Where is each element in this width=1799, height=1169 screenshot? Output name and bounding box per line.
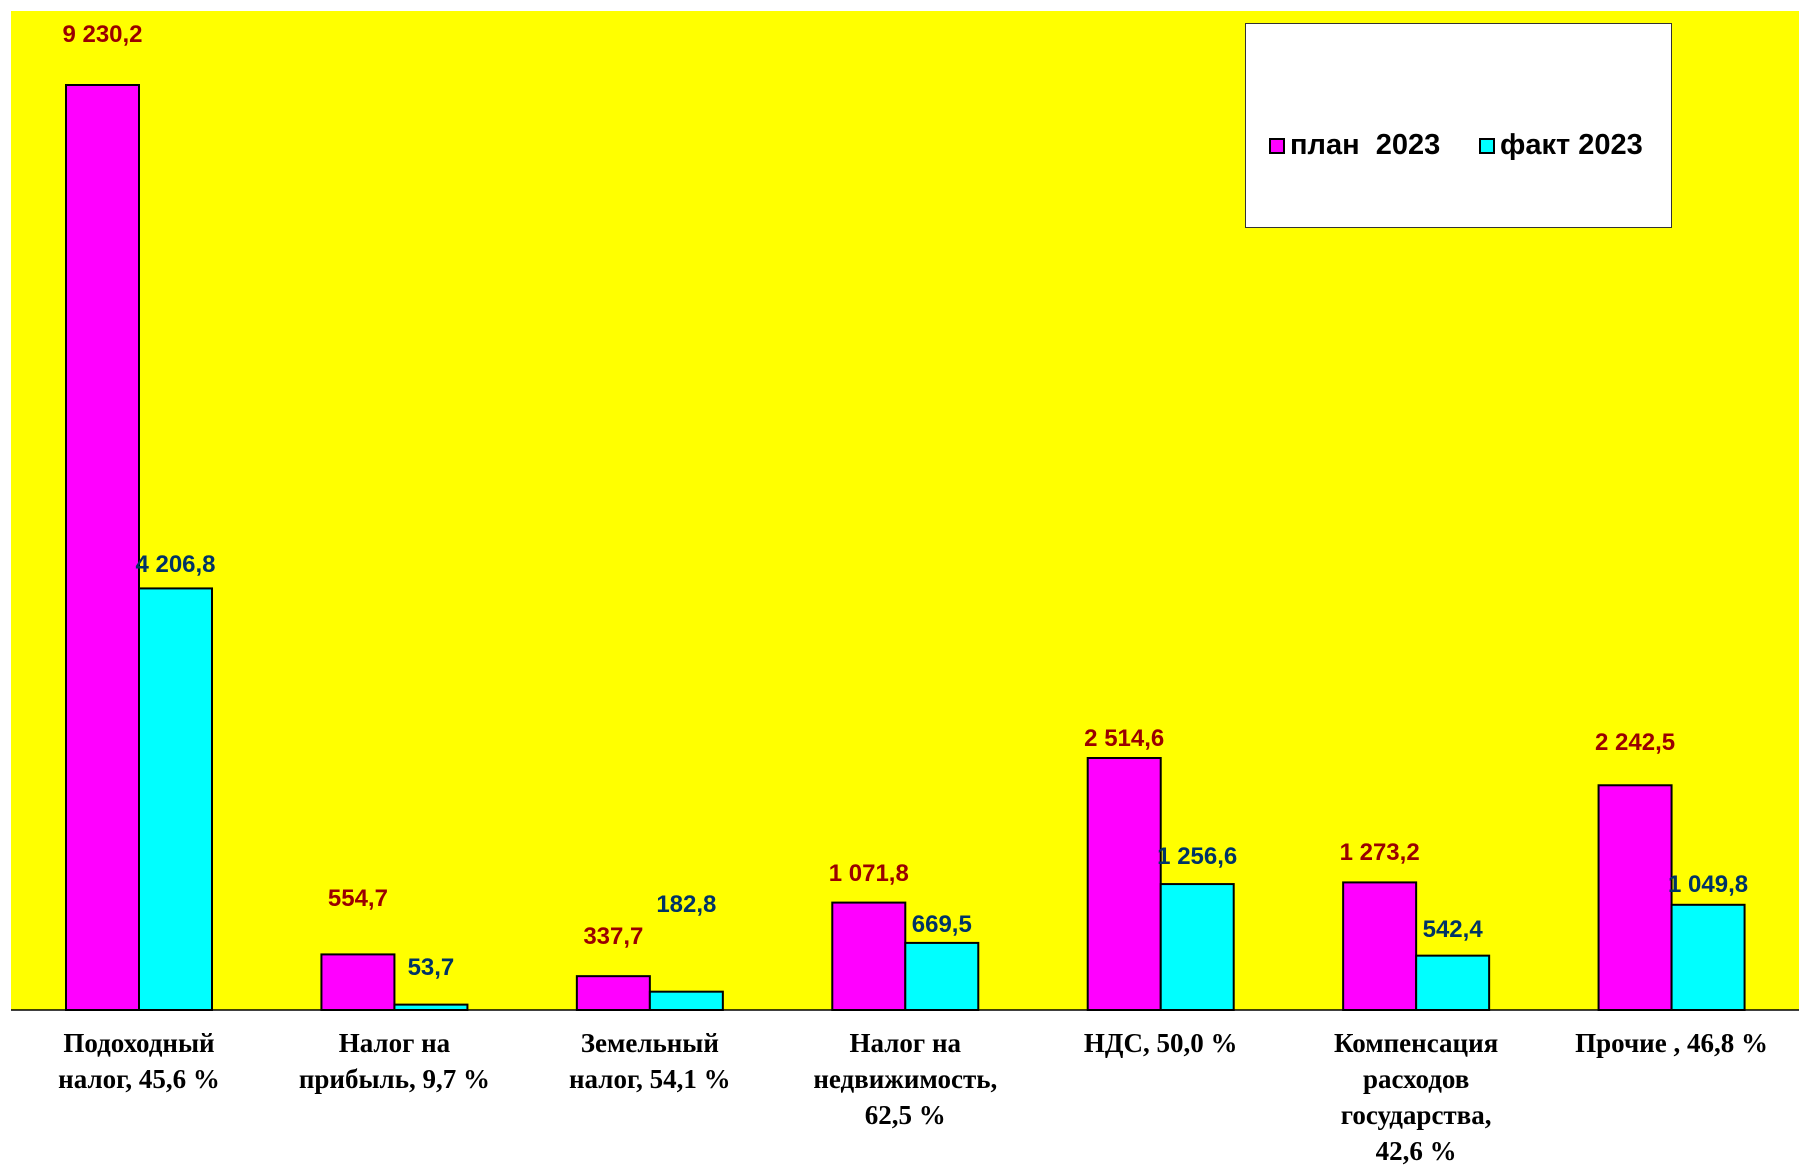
category-label-line: Прочие , 46,8 % — [1575, 1028, 1768, 1058]
data-label-plan-6: 2 242,5 — [1595, 729, 1675, 756]
data-label-plan-4: 2 514,6 — [1084, 725, 1164, 752]
category-label-line: расходов — [1362, 1064, 1470, 1094]
data-label-plan-1: 554,7 — [328, 885, 388, 912]
bar-plan-6 — [1597, 784, 1673, 1012]
data-label-fact-3: 669,5 — [912, 911, 972, 938]
category-label-6: Прочие , 46,8 % — [1562, 1025, 1782, 1061]
category-label-0: Подоходный налог, 45,6 % — [29, 1025, 249, 1097]
bar-fact-4 — [1159, 883, 1235, 1011]
bar-fact-0 — [138, 587, 213, 1012]
data-labels-layer: 9 230,2 4 206,8 554,7 53,7 337,7 182,8 1 071,8… — [62, 21, 1748, 981]
bar-plan-0 — [65, 84, 140, 1011]
bar-fact-1 — [393, 1003, 469, 1011]
legend: план 2023 факт 2023 — [1245, 23, 1672, 228]
bar-fact-5 — [1415, 954, 1491, 1012]
category-label-5: Компенсация расходов государства, 42,6 % — [1306, 1025, 1526, 1169]
data-label-fact-6: 1 049,8 — [1668, 871, 1748, 898]
category-label-line: 42,6 % — [1375, 1136, 1457, 1166]
bar-fact-3 — [904, 941, 980, 1011]
category-label-line: Налог на — [338, 1028, 451, 1058]
bar-plan-5 — [1342, 881, 1418, 1011]
data-label-plan-3: 1 071,8 — [829, 860, 909, 887]
data-label-fact-1: 53,7 — [408, 954, 455, 981]
bar-plan-1 — [320, 953, 396, 1011]
data-label-plan-0: 9 230,2 — [62, 21, 142, 48]
legend-label-plan: план 2023 — [1290, 129, 1441, 161]
bar-plan-3 — [831, 901, 907, 1011]
category-label-line: Налог на — [849, 1028, 962, 1058]
legend-swatch-plan — [1269, 137, 1285, 154]
category-label-2: Земельный налог, 54,1 % — [540, 1025, 760, 1097]
category-label-1: Налог на прибыль, 9,7 % — [284, 1025, 504, 1097]
legend-item-fact: факт 2023 — [1479, 129, 1643, 162]
bar-fact-2 — [648, 990, 724, 1011]
data-label-fact-4: 1 256,6 — [1157, 843, 1237, 870]
bar-plan-2 — [575, 975, 651, 1011]
data-label-fact-2: 182,8 — [656, 891, 716, 918]
category-label-line: Земельный — [580, 1028, 719, 1058]
category-label-line: НДС, 50,0 % — [1083, 1028, 1238, 1058]
legend-label-fact: факт 2023 — [1500, 129, 1643, 161]
data-label-fact-5: 542,4 — [1423, 916, 1484, 943]
category-label-4: НДС, 50,0 % — [1051, 1025, 1271, 1061]
category-label-line: налог, 54,1 % — [569, 1064, 731, 1094]
category-label-line: Компенсация — [1334, 1028, 1499, 1058]
category-label-line: прибыль, 9,7 % — [298, 1064, 490, 1094]
category-label-line: налог, 45,6 % — [58, 1064, 220, 1094]
category-label-line: государства, — [1340, 1100, 1492, 1130]
category-label-3: Налог на недвижимость, 62,5 % — [795, 1025, 1015, 1133]
bar-plan-4 — [1086, 757, 1162, 1012]
category-label-line: 62,5 % — [864, 1100, 946, 1130]
data-label-plan-2: 337,7 — [583, 923, 643, 950]
data-label-fact-0: 4 206,8 — [135, 551, 215, 578]
bars-layer — [65, 84, 1746, 1012]
category-label-line: недвижимость, — [813, 1064, 998, 1094]
category-label-line: Подоходный — [63, 1028, 215, 1058]
data-label-plan-5: 1 273,2 — [1340, 839, 1420, 866]
legend-item-plan: план 2023 — [1269, 129, 1440, 162]
bar-fact-6 — [1670, 903, 1746, 1011]
legend-swatch-fact — [1479, 137, 1495, 154]
